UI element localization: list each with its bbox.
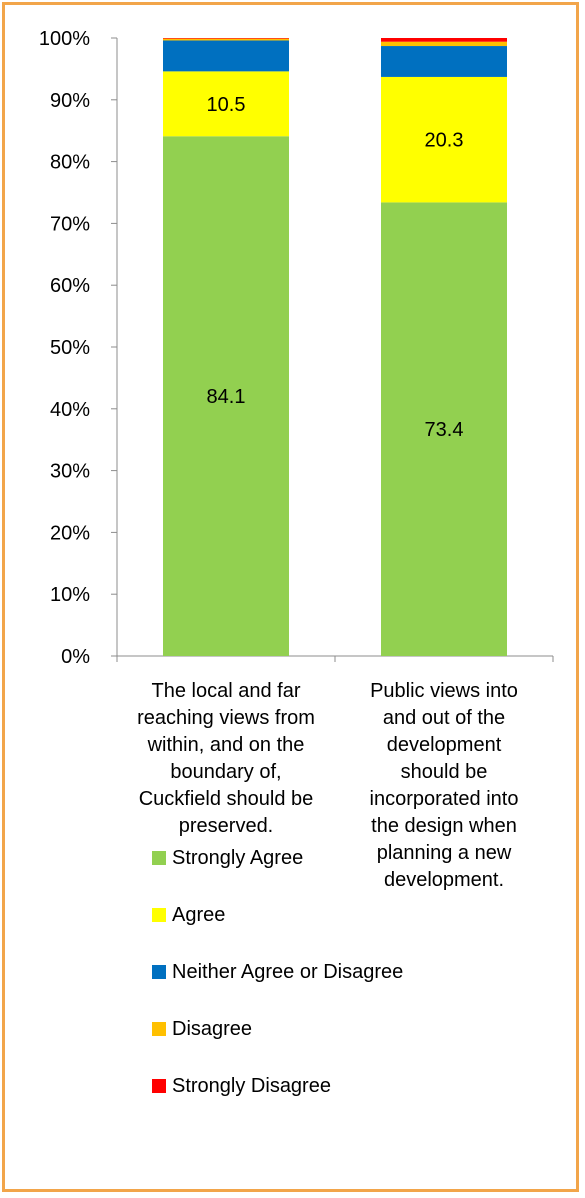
bar-segment [163,38,289,41]
bar-segment [381,202,507,656]
legend-item: Strongly Disagree [152,1074,403,1098]
legend-swatch [152,1022,166,1036]
y-tick-label: 90% [50,90,90,112]
data-label: 10.5 [207,94,246,116]
legend-label: Agree [172,903,226,926]
legend-swatch [152,1079,166,1093]
data-label: 20.3 [425,130,464,152]
data-label: 73.4 [425,419,464,441]
legend-label: Disagree [172,1017,253,1040]
bar-segment [163,136,289,657]
bar-segment [381,76,507,203]
y-tick-label: 20% [50,522,90,544]
y-tick-label: 10% [50,584,90,606]
legend-item: Neither Agree or Disagree [152,960,403,984]
legend-item: Agree [152,903,403,927]
bar-segment [381,38,507,42]
legend-swatch [152,908,166,922]
bar-segment [163,38,289,39]
y-tick-label: 40% [50,399,90,421]
y-tick-label: 50% [50,337,90,359]
legend-label: Strongly Agree [172,846,304,869]
bar-segment [163,40,289,72]
y-tick-label: 30% [50,461,90,483]
bar-segment [381,41,507,47]
y-tick-label: 70% [50,213,90,235]
x-category-label: Public views into and out of the developme… [370,680,519,891]
bar-segment [163,71,289,137]
legend-item: Disagree [152,1017,403,1041]
y-tick-label: 0% [61,646,90,668]
y-tick-label: 60% [50,275,90,297]
bar-segment [381,46,507,77]
y-tick-label: 100% [39,28,90,50]
y-tick-label: 80% [50,152,90,174]
legend-label: Neither Agree or Disagree [172,960,404,983]
legend-swatch [152,965,166,979]
x-category-label: The local and far reaching views from with… [137,680,315,837]
legend-label: Strongly Disagree [172,1074,331,1097]
data-label: 84.1 [207,386,246,408]
chart-legend: Strongly Agree Agree Neither Agree or Disa… [152,846,403,1131]
legend-item: Strongly Agree [152,846,403,870]
legend-swatch [152,851,166,865]
